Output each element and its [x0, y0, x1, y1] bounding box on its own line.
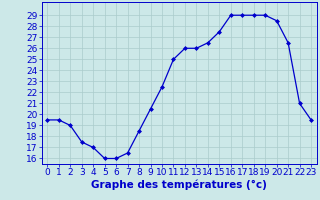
X-axis label: Graphe des températures (°c): Graphe des températures (°c)	[91, 180, 267, 190]
